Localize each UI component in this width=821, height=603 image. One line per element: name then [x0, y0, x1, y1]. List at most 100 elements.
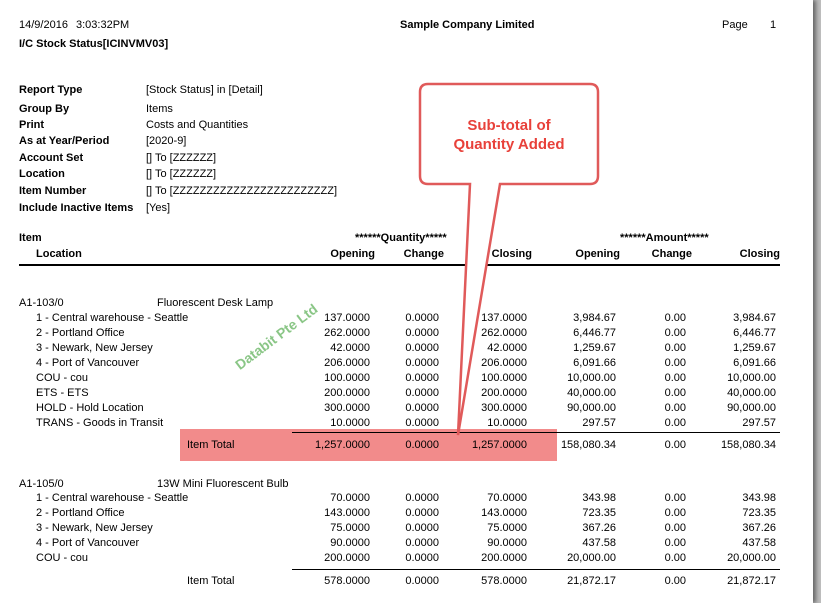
q-closing: 200.0000 [481, 552, 527, 564]
q-closing-total: 578.0000 [481, 575, 527, 587]
report-date: 14/9/2016 [19, 19, 68, 31]
q-change: 0.0000 [405, 537, 439, 549]
total-rule [292, 569, 780, 570]
param-value: [] To [ZZZZZZ] [146, 152, 217, 164]
q-change: 0.0000 [405, 417, 439, 429]
callout-line-1: Sub-total of [467, 117, 551, 134]
q-change: 0.0000 [405, 402, 439, 414]
a-opening: 6,446.77 [573, 327, 616, 339]
q-opening: 90.0000 [330, 537, 370, 549]
col-a-change: Change [651, 248, 692, 260]
a-opening: 10,000.00 [567, 372, 616, 384]
a-closing: 10,000.00 [727, 372, 776, 384]
q-change: 0.0000 [405, 492, 439, 504]
a-opening: 90,000.00 [567, 402, 616, 414]
a-opening-total: 21,872.17 [567, 575, 616, 587]
a-change: 0.00 [664, 417, 686, 429]
q-closing: 42.0000 [487, 342, 527, 354]
q-opening: 200.0000 [324, 387, 370, 399]
param-label: Item Number [19, 185, 87, 197]
a-change: 0.00 [664, 507, 686, 519]
param-value: [Stock Status] in [Detail] [146, 84, 263, 96]
company-name: Sample Company Limited [400, 19, 535, 31]
q-closing: 200.0000 [481, 387, 527, 399]
row-location: COU - cou [36, 372, 88, 384]
q-closing: 10.0000 [487, 417, 527, 429]
a-opening-total: 158,080.34 [560, 439, 616, 451]
row-location: 3 - Newark, New Jersey [36, 522, 153, 534]
q-opening: 300.0000 [324, 402, 370, 414]
callout-shape [418, 82, 600, 436]
a-closing-total: 158,080.34 [720, 439, 776, 451]
col-a-closing: Closing [739, 248, 780, 260]
param-value: Items [146, 103, 173, 115]
col-q-closing: Closing [491, 248, 532, 260]
col-a-opening: Opening [575, 248, 620, 260]
q-opening: 200.0000 [324, 552, 370, 564]
row-location: 3 - Newark, New Jersey [36, 342, 153, 354]
q-change: 0.0000 [405, 342, 439, 354]
a-opening: 343.98 [582, 492, 616, 504]
a-opening: 40,000.00 [567, 387, 616, 399]
subtotal-highlight [180, 429, 557, 461]
row-location: 4 - Port of Vancouver [36, 537, 140, 549]
item-code: A1-103/0 [19, 297, 64, 309]
param-value: [Yes] [146, 202, 171, 214]
q-change: 0.0000 [405, 312, 439, 324]
col-amount-group: ******Amount***** [620, 232, 709, 244]
col-quantity-group: ******Quantity***** [355, 232, 447, 244]
param-value: [] To [ZZZZZZZZZZZZZZZZZZZZZZZZ] [146, 185, 338, 197]
a-change: 0.00 [664, 522, 686, 534]
row-location: 1 - Central warehouse - Seattle [36, 312, 189, 324]
a-opening: 20,000.00 [567, 552, 616, 564]
a-opening: 367.26 [582, 522, 616, 534]
a-closing: 40,000.00 [727, 387, 776, 399]
q-change: 0.0000 [405, 522, 439, 534]
a-change-total: 0.00 [664, 439, 686, 451]
col-location: Location [36, 248, 82, 260]
item-code: A1-105/0 [19, 478, 64, 490]
param-label: Print [19, 119, 45, 131]
q-change: 0.0000 [405, 357, 439, 369]
param-label: Account Set [19, 152, 84, 164]
a-opening: 437.58 [582, 537, 616, 549]
a-closing: 723.35 [742, 507, 776, 519]
a-closing: 6,446.77 [733, 327, 776, 339]
param-value: Costs and Quantities [146, 119, 249, 131]
q-closing: 300.0000 [481, 402, 527, 414]
a-closing: 90,000.00 [727, 402, 776, 414]
col-q-change: Change [403, 248, 444, 260]
a-change: 0.00 [664, 402, 686, 414]
q-opening-total: 578.0000 [324, 575, 370, 587]
a-closing: 3,984.67 [733, 312, 776, 324]
col-q-opening: Opening [330, 248, 375, 260]
page-label: Page [722, 19, 748, 31]
q-closing: 75.0000 [487, 522, 527, 534]
param-label: As at Year/Period [19, 135, 110, 147]
row-location: 2 - Portland Office [36, 507, 125, 519]
row-location: HOLD - Hold Location [36, 402, 144, 414]
q-change: 0.0000 [405, 507, 439, 519]
q-opening: 70.0000 [330, 492, 370, 504]
a-change: 0.00 [664, 492, 686, 504]
item-total-label: Item Total [187, 575, 235, 587]
a-opening: 297.57 [582, 417, 616, 429]
q-opening: 262.0000 [324, 327, 370, 339]
a-change: 0.00 [664, 357, 686, 369]
a-opening: 723.35 [582, 507, 616, 519]
a-closing: 1,259.67 [733, 342, 776, 354]
param-label: Group By [19, 103, 70, 115]
a-change: 0.00 [664, 312, 686, 324]
total-rule [292, 432, 780, 433]
q-closing: 262.0000 [481, 327, 527, 339]
a-closing: 297.57 [742, 417, 776, 429]
row-location: ETS - ETS [36, 387, 89, 399]
q-change: 0.0000 [405, 387, 439, 399]
a-change: 0.00 [664, 387, 686, 399]
q-change-total: 0.0000 [405, 439, 439, 451]
q-opening: 75.0000 [330, 522, 370, 534]
param-label: Include Inactive Items [19, 202, 134, 214]
a-closing: 6,091.66 [733, 357, 776, 369]
q-opening: 143.0000 [324, 507, 370, 519]
